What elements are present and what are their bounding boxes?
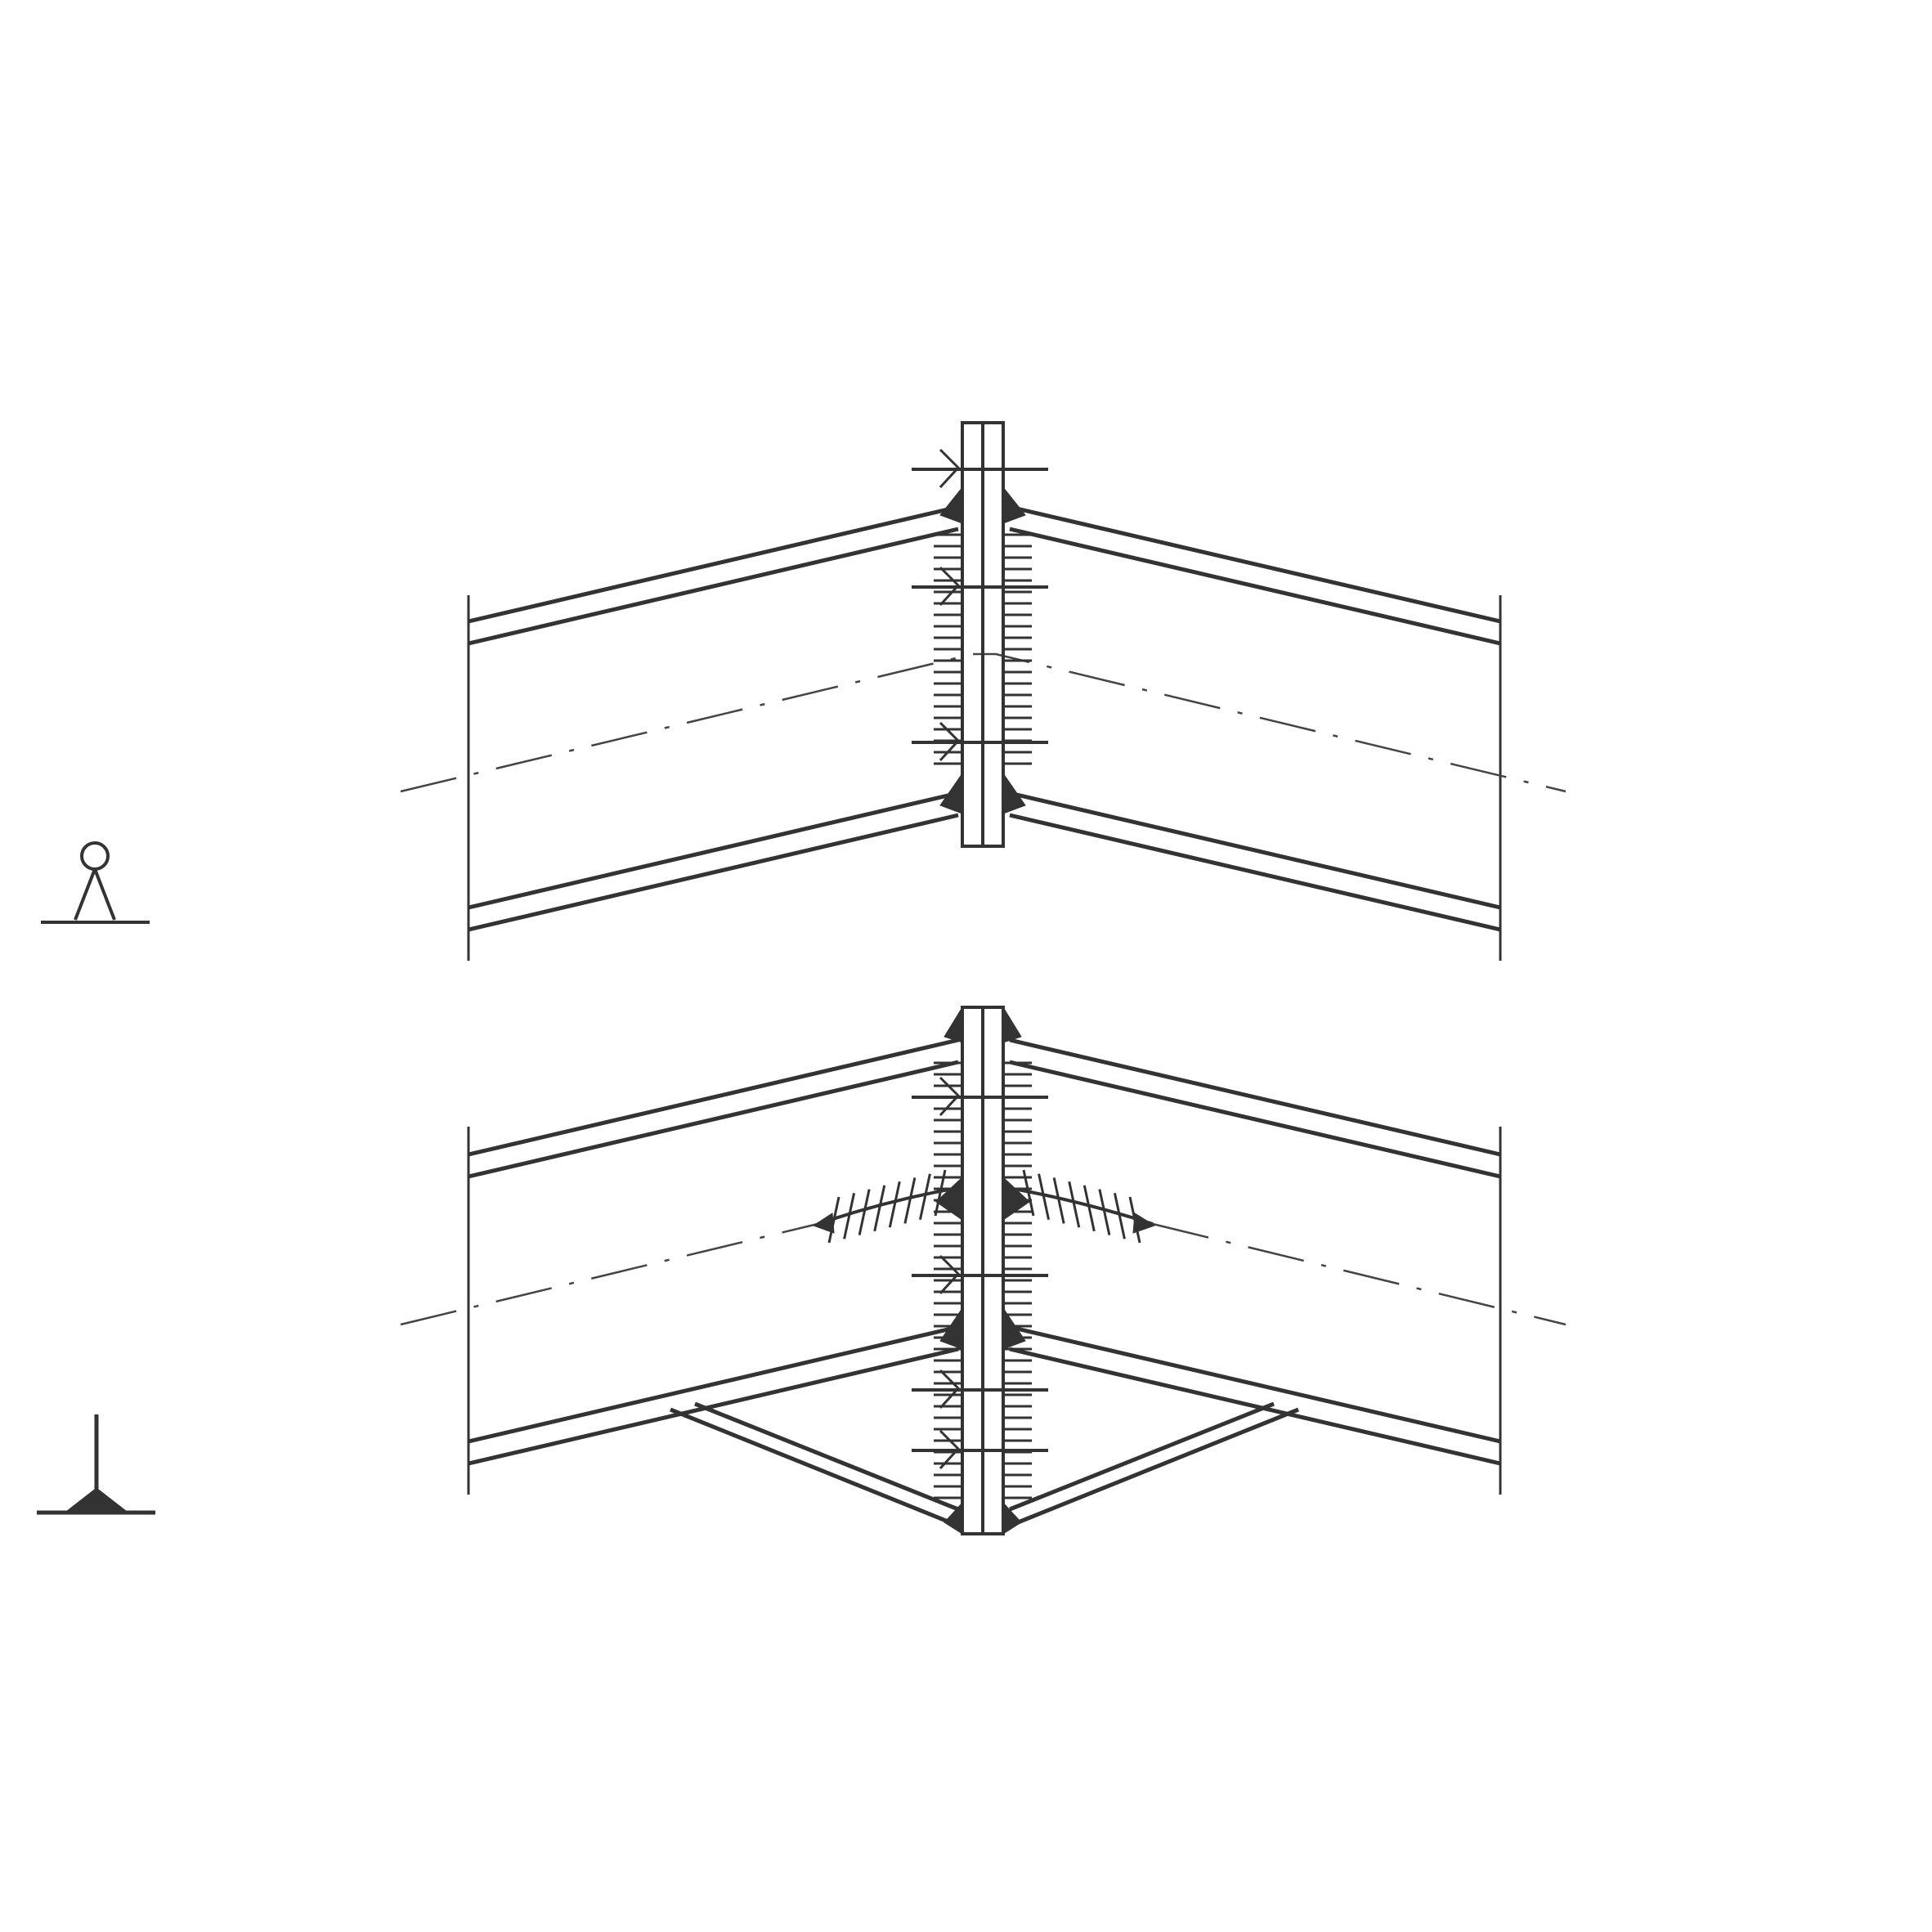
lower-haunch [670,1401,1299,1528]
stiffener-weld-tick [1113,1192,1126,1239]
fillet-weld-icon [37,1414,155,1515]
lower-right-bottom-flange [1009,1325,1501,1466]
lower-joint-view [400,1006,1567,1535]
stiffener-weld-tick [888,1181,901,1228]
stiffener-weld-tick [903,1177,917,1224]
stiffener-weld-tick [858,1189,871,1235]
stiffener-weld-tick [1083,1185,1096,1232]
upper-left-top-flange [468,504,959,646]
lower-stiffener-weld-right [1017,1188,1156,1234]
stiffener-weld-tick [934,1169,947,1217]
stiffener-weld-tick [873,1185,886,1232]
stiffener-weld-tick [1052,1177,1065,1224]
upper-end-plate [961,421,1005,848]
lower-bolts [912,1076,1048,1470]
stiffener-weld-tick [843,1192,856,1239]
stiffener-weld-tick [1068,1181,1081,1228]
upper-weld-hatching [934,533,1032,765]
upper-right-bottom-flange [1009,791,1501,932]
person-standing-icon [41,841,150,924]
upper-joint-view [400,421,1567,961]
stiffener-weld-tick [1022,1169,1035,1217]
upper-fillet-welds [939,486,1026,814]
lower-left-top-flange [468,1038,959,1179]
lower-right-top-flange [1009,1038,1501,1179]
upper-bolts [912,448,1048,762]
upper-right-top-flange [1009,504,1501,646]
lower-left-bottom-flange [468,1325,959,1466]
stiffener-weld-tick [1038,1173,1051,1221]
upper-left-bottom-flange [468,791,959,932]
stiffener-weld-tick [1128,1196,1141,1244]
lower-centerline [400,1222,818,1326]
lower-centerline-right [1152,1222,1567,1326]
stiffener-weld-tick [918,1173,931,1221]
stiffener-weld-tick [827,1196,840,1244]
stiffener-weld-tick [1098,1189,1111,1235]
lower-weld-hatching [827,1061,1141,1499]
lower-end-plate [961,1006,1005,1535]
